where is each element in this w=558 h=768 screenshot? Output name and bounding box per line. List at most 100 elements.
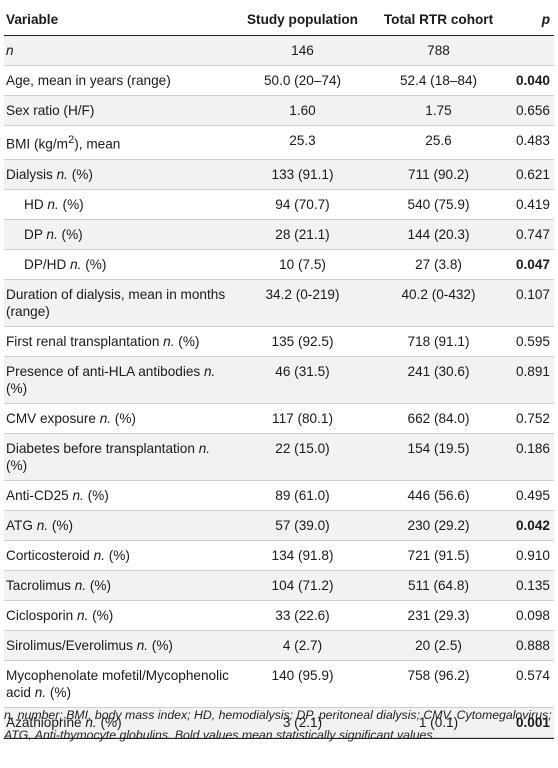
row-label: BMI (kg/m2), mean [4,125,234,160]
row-study-value: 33 (22.6) [234,600,371,631]
table-row: Anti-CD25 n. (%) 89 (61.0) 446 (56.6) 0.495 [4,480,554,511]
header-p-value: p [506,4,554,36]
row-study-value: 4 (2.7) [234,630,371,661]
row-total-value: 446 (56.6) [371,480,506,511]
row-study-value: 104 (71.2) [234,570,371,601]
row-study-value: 134 (91.8) [234,540,371,571]
row-study-value: 10 (7.5) [234,249,371,280]
table-row: CMV exposure n. (%) 117 (80.1) 662 (84.0) 0… [4,403,554,434]
row-total-value: 1.75 [371,95,506,126]
row-study-value: 135 (92.5) [234,326,371,357]
row-label: Ciclosporin n. (%) [4,600,234,631]
table-row: HD n. (%) 94 (70.7) 540 (75.9) 0.419 [4,189,554,220]
row-total-value: 25.6 [371,125,506,160]
table-bottom-rule [4,737,554,739]
row-p-value: 0.186 [506,433,554,481]
row-total-value: 1 (0.1) [371,707,506,738]
row-p-value: 0.098 [506,600,554,631]
row-study-value: 22 (15.0) [234,433,371,481]
row-p-value: 0.656 [506,95,554,126]
table-row: First renal transplantation n. (%) 135 (9… [4,326,554,357]
table-row: Sirolimus/Everolimus n. (%) 4 (2.7) 20 (2.… [4,630,554,661]
row-study-value: 50.0 (20–74) [234,65,371,96]
row-label: Age, mean in years (range) [4,65,234,96]
row-total-value: 711 (90.2) [371,159,506,190]
row-total-value: 241 (30.6) [371,356,506,404]
row-label: DP/HD n. (%) [4,249,234,280]
row-study-value: 140 (95.9) [234,660,371,708]
row-label: Sirolimus/Everolimus n. (%) [4,630,234,661]
header-total-cohort: Total RTR cohort [371,4,506,36]
table-row: ATG n. (%) 57 (39.0) 230 (29.2) 0.042 [4,510,554,541]
row-p-value: 0.621 [506,159,554,190]
row-p-value: 0.910 [506,540,554,571]
row-label: Sex ratio (H/F) [4,95,234,126]
row-label: Diabetes before transplantation n. (%) [4,433,234,481]
header-study-population: Study population [234,4,371,36]
row-total-value: 27 (3.8) [371,249,506,280]
row-p-value: 0.042 [506,510,554,541]
row-study-value: 89 (61.0) [234,480,371,511]
row-p-value: 0.040 [506,65,554,96]
row-label: n [4,35,234,66]
row-study-value: 117 (80.1) [234,403,371,434]
row-total-value: 231 (29.3) [371,600,506,631]
row-label: Corticosteroid n. (%) [4,540,234,571]
row-study-value: 1.60 [234,95,371,126]
row-study-value: 3 (2.1) [234,707,371,738]
row-p-value: 0.001 [506,707,554,738]
table-row: Azathioprine n. (%) 3 (2.1) 1 (0.1) 0.001 [4,707,554,738]
row-p-value: 0.107 [506,279,554,327]
row-total-value: 230 (29.2) [371,510,506,541]
row-p-value: 0.595 [506,326,554,357]
table-row: DP/HD n. (%) 10 (7.5) 27 (3.8) 0.047 [4,249,554,280]
table-row: n 146 788 [4,35,554,66]
row-total-value: 758 (96.2) [371,660,506,708]
row-study-value: 146 [234,35,371,66]
row-p-value: 0.574 [506,660,554,708]
row-total-value: 40.2 (0-432) [371,279,506,327]
table-row: Tacrolimus n. (%) 104 (71.2) 511 (64.8) 0.1… [4,570,554,601]
characteristics-table-container: Variable Study population Total RTR coho… [4,4,554,739]
row-p-value: 0.891 [506,356,554,404]
table-row: Corticosteroid n. (%) 134 (91.8) 721 (91.5… [4,540,554,571]
table-row: BMI (kg/m2), mean 25.3 25.6 0.483 [4,125,554,160]
row-label: Mycophenolate mofetil/Mycophenolic acid … [4,660,234,708]
row-p-value: 0.483 [506,125,554,160]
row-p-value: 0.047 [506,249,554,280]
row-label: First renal transplantation n. (%) [4,326,234,357]
row-label: HD n. (%) [4,189,234,220]
row-study-value: 133 (91.1) [234,159,371,190]
row-total-value: 718 (91.1) [371,326,506,357]
row-p-value: 0.752 [506,403,554,434]
row-study-value: 28 (21.1) [234,219,371,250]
row-total-value: 20 (2.5) [371,630,506,661]
row-total-value: 540 (75.9) [371,189,506,220]
table-row: Diabetes before transplantation n. (%) 22… [4,433,554,481]
row-total-value: 511 (64.8) [371,570,506,601]
table-row: Dialysis n. (%) 133 (91.1) 711 (90.2) 0.621 [4,159,554,190]
table-row: Presence of anti-HLA antibodies n. (%) 46… [4,356,554,404]
row-total-value: 52.4 (18–84) [371,65,506,96]
row-label: Tacrolimus n. (%) [4,570,234,601]
table-body: n 146 788 Age, mean in years (range) 50.0 (2… [4,35,554,738]
characteristics-table: Variable Study population Total RTR coho… [4,4,554,738]
table-row: Sex ratio (H/F) 1.60 1.75 0.656 [4,95,554,126]
table-header-row: Variable Study population Total RTR coho… [4,4,554,36]
row-study-value: 94 (70.7) [234,189,371,220]
row-p-value: 0.888 [506,630,554,661]
row-study-value: 57 (39.0) [234,510,371,541]
row-study-value: 25.3 [234,125,371,160]
table-row: Mycophenolate mofetil/Mycophenolic acid … [4,660,554,708]
table-footnote: n, number; BMI, body mass index; HD, hem… [4,708,552,742]
row-p-value: 0.135 [506,570,554,601]
row-study-value: 46 (31.5) [234,356,371,404]
row-label: ATG n. (%) [4,510,234,541]
row-p-value: 0.495 [506,480,554,511]
row-label: CMV exposure n. (%) [4,403,234,434]
row-label: Presence of anti-HLA antibodies n. (%) [4,356,234,404]
row-p-value: 0.747 [506,219,554,250]
row-total-value: 144 (20.3) [371,219,506,250]
row-label: DP n. (%) [4,219,234,250]
header-variable: Variable [4,4,234,36]
